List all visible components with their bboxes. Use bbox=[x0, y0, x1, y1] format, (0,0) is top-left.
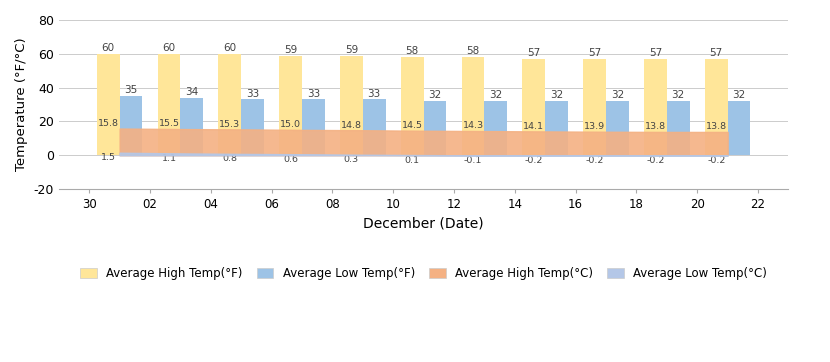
Text: 14.1: 14.1 bbox=[524, 122, 544, 131]
Text: 15.8: 15.8 bbox=[98, 119, 119, 128]
Text: 0.6: 0.6 bbox=[283, 155, 298, 164]
Text: 14.3: 14.3 bbox=[462, 121, 484, 130]
Text: 59: 59 bbox=[284, 45, 297, 55]
Text: 32: 32 bbox=[671, 90, 685, 100]
Text: 15.3: 15.3 bbox=[219, 120, 241, 129]
Text: 33: 33 bbox=[246, 89, 259, 98]
Bar bbox=[545, 101, 568, 155]
Text: 60: 60 bbox=[223, 43, 237, 53]
Text: 15.0: 15.0 bbox=[280, 120, 301, 129]
Text: 13.8: 13.8 bbox=[645, 122, 666, 131]
Text: 33: 33 bbox=[307, 89, 320, 98]
Bar bbox=[705, 59, 728, 155]
Bar bbox=[461, 57, 485, 155]
Bar bbox=[180, 98, 203, 155]
Text: 32: 32 bbox=[732, 90, 745, 100]
Text: 14.8: 14.8 bbox=[341, 121, 362, 130]
Bar bbox=[401, 57, 423, 155]
Bar bbox=[242, 100, 264, 155]
Text: 0.8: 0.8 bbox=[222, 155, 237, 163]
Text: 35: 35 bbox=[124, 85, 138, 95]
Text: 0.3: 0.3 bbox=[344, 155, 359, 164]
Bar bbox=[485, 101, 507, 155]
Bar bbox=[279, 55, 302, 155]
Text: 15.5: 15.5 bbox=[159, 119, 179, 129]
Text: -0.2: -0.2 bbox=[525, 156, 543, 165]
Text: 1.5: 1.5 bbox=[100, 153, 115, 162]
Bar bbox=[606, 101, 629, 155]
Text: 32: 32 bbox=[428, 90, 442, 100]
Bar bbox=[728, 101, 750, 155]
Legend: Average High Temp(°F), Average Low Temp(°F), Average High Temp(°C), Average Low : Average High Temp(°F), Average Low Temp(… bbox=[76, 262, 772, 285]
Y-axis label: Temperature (°F/°C): Temperature (°F/°C) bbox=[15, 38, 28, 171]
Text: 14.5: 14.5 bbox=[402, 121, 422, 130]
Bar bbox=[583, 59, 606, 155]
X-axis label: December (Date): December (Date) bbox=[364, 216, 484, 231]
Text: 13.9: 13.9 bbox=[584, 122, 605, 131]
Bar bbox=[522, 59, 545, 155]
Bar bbox=[302, 100, 325, 155]
Text: -0.2: -0.2 bbox=[707, 156, 725, 165]
Bar bbox=[120, 96, 143, 155]
Bar bbox=[666, 101, 690, 155]
Bar bbox=[644, 59, 666, 155]
Text: 57: 57 bbox=[649, 48, 662, 58]
Text: 1.1: 1.1 bbox=[162, 154, 177, 163]
Text: 0.1: 0.1 bbox=[405, 156, 420, 165]
Text: 32: 32 bbox=[489, 90, 502, 100]
Text: 57: 57 bbox=[527, 48, 540, 58]
Text: 59: 59 bbox=[344, 45, 358, 55]
Bar bbox=[97, 54, 120, 155]
Text: 13.8: 13.8 bbox=[706, 122, 727, 131]
Text: -0.2: -0.2 bbox=[585, 156, 604, 165]
Bar bbox=[158, 54, 180, 155]
Bar bbox=[423, 101, 447, 155]
Text: 58: 58 bbox=[466, 46, 480, 56]
Text: 60: 60 bbox=[101, 43, 115, 53]
Text: 60: 60 bbox=[163, 43, 176, 53]
Text: 58: 58 bbox=[406, 46, 419, 56]
Text: 57: 57 bbox=[710, 48, 723, 58]
Bar bbox=[218, 54, 242, 155]
Text: -0.2: -0.2 bbox=[647, 156, 665, 165]
Text: 57: 57 bbox=[588, 48, 601, 58]
Bar bbox=[363, 100, 386, 155]
Bar bbox=[340, 55, 363, 155]
Text: -0.1: -0.1 bbox=[464, 156, 482, 165]
Text: 33: 33 bbox=[368, 89, 381, 98]
Text: 32: 32 bbox=[611, 90, 624, 100]
Text: 34: 34 bbox=[185, 87, 198, 97]
Text: 32: 32 bbox=[550, 90, 564, 100]
